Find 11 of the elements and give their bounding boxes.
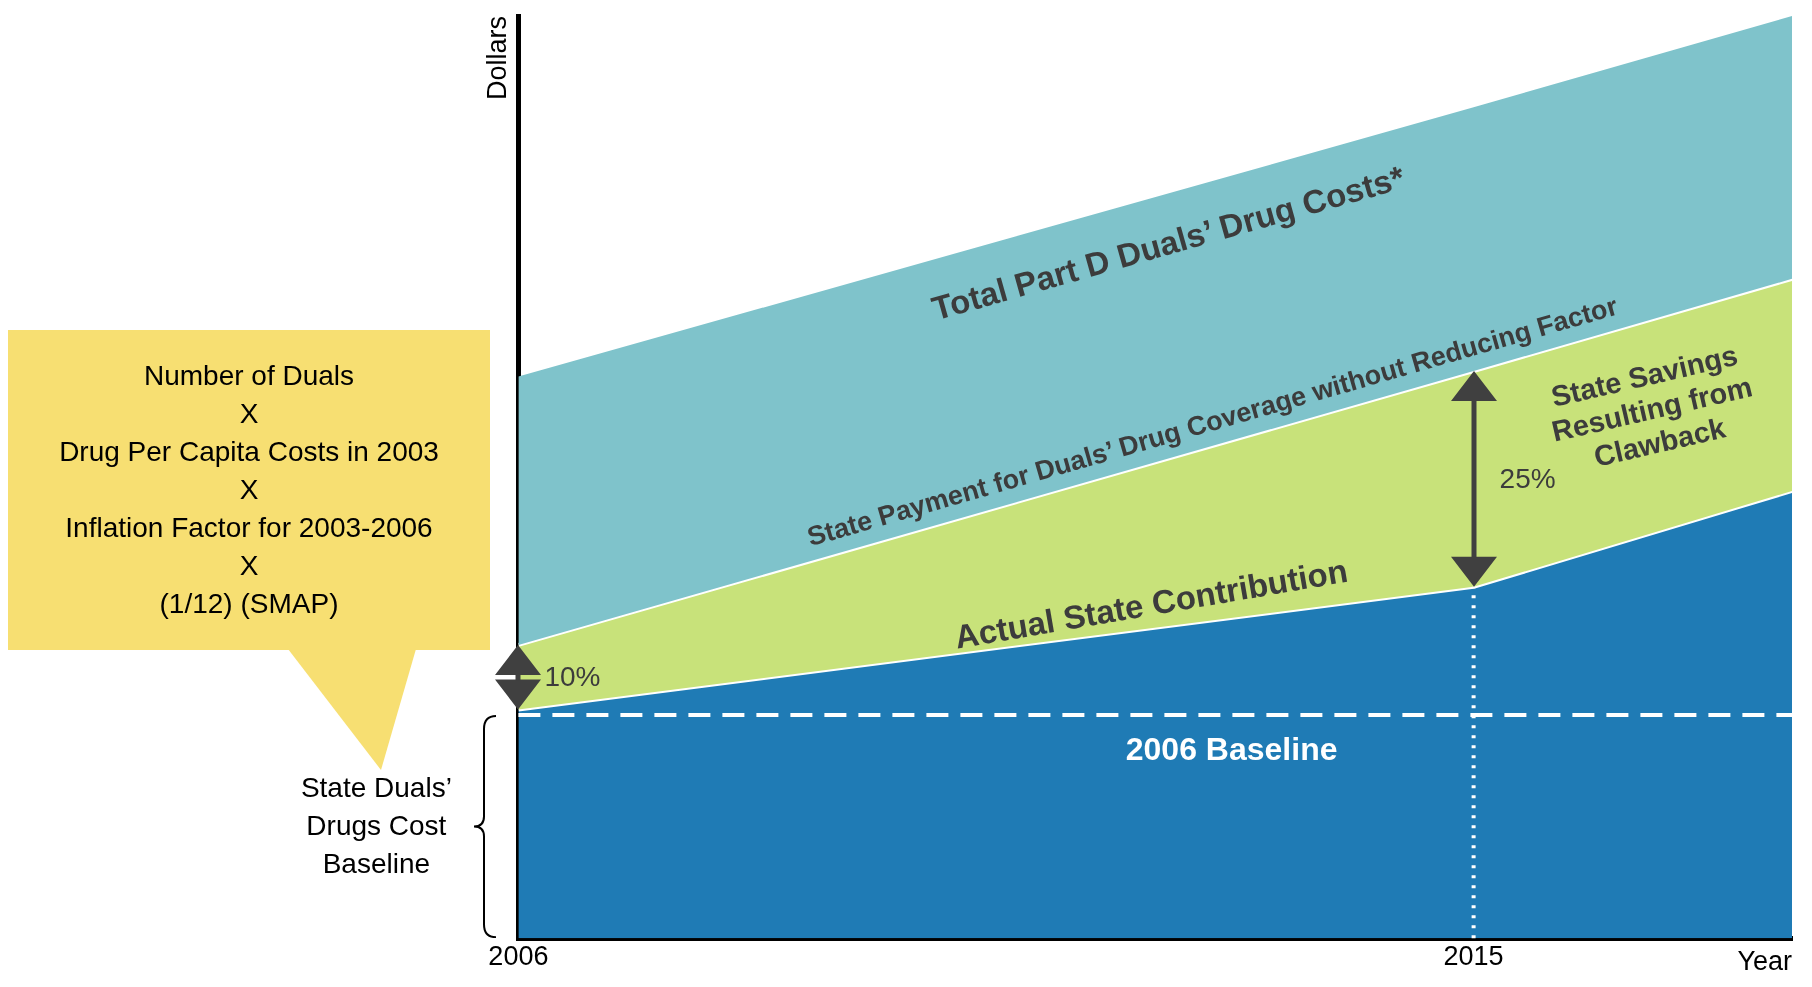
x-tick-label: 2015	[1443, 940, 1504, 971]
text: Number of Duals X Drug Per Capita Costs in 2003 X Inflation Factor for 2003-2006 X (1/12) (SMAP)	[59, 359, 439, 621]
text: Actual State Contribution	[951, 551, 1351, 656]
series-label: Total Part D Duals’ Drug Costs*	[927, 158, 1409, 328]
y-axis-title: Dollars	[481, 16, 512, 101]
annotation: 25%	[1499, 461, 1556, 496]
x-axis-title: Year	[1737, 946, 1792, 977]
annotation: 10%	[544, 660, 601, 695]
text: State Duals’ Drugs Cost Baseline	[299, 770, 453, 881]
x-tick-label: 2006	[488, 940, 549, 971]
ref-line-label: 2006 Baseline	[1125, 730, 1338, 767]
